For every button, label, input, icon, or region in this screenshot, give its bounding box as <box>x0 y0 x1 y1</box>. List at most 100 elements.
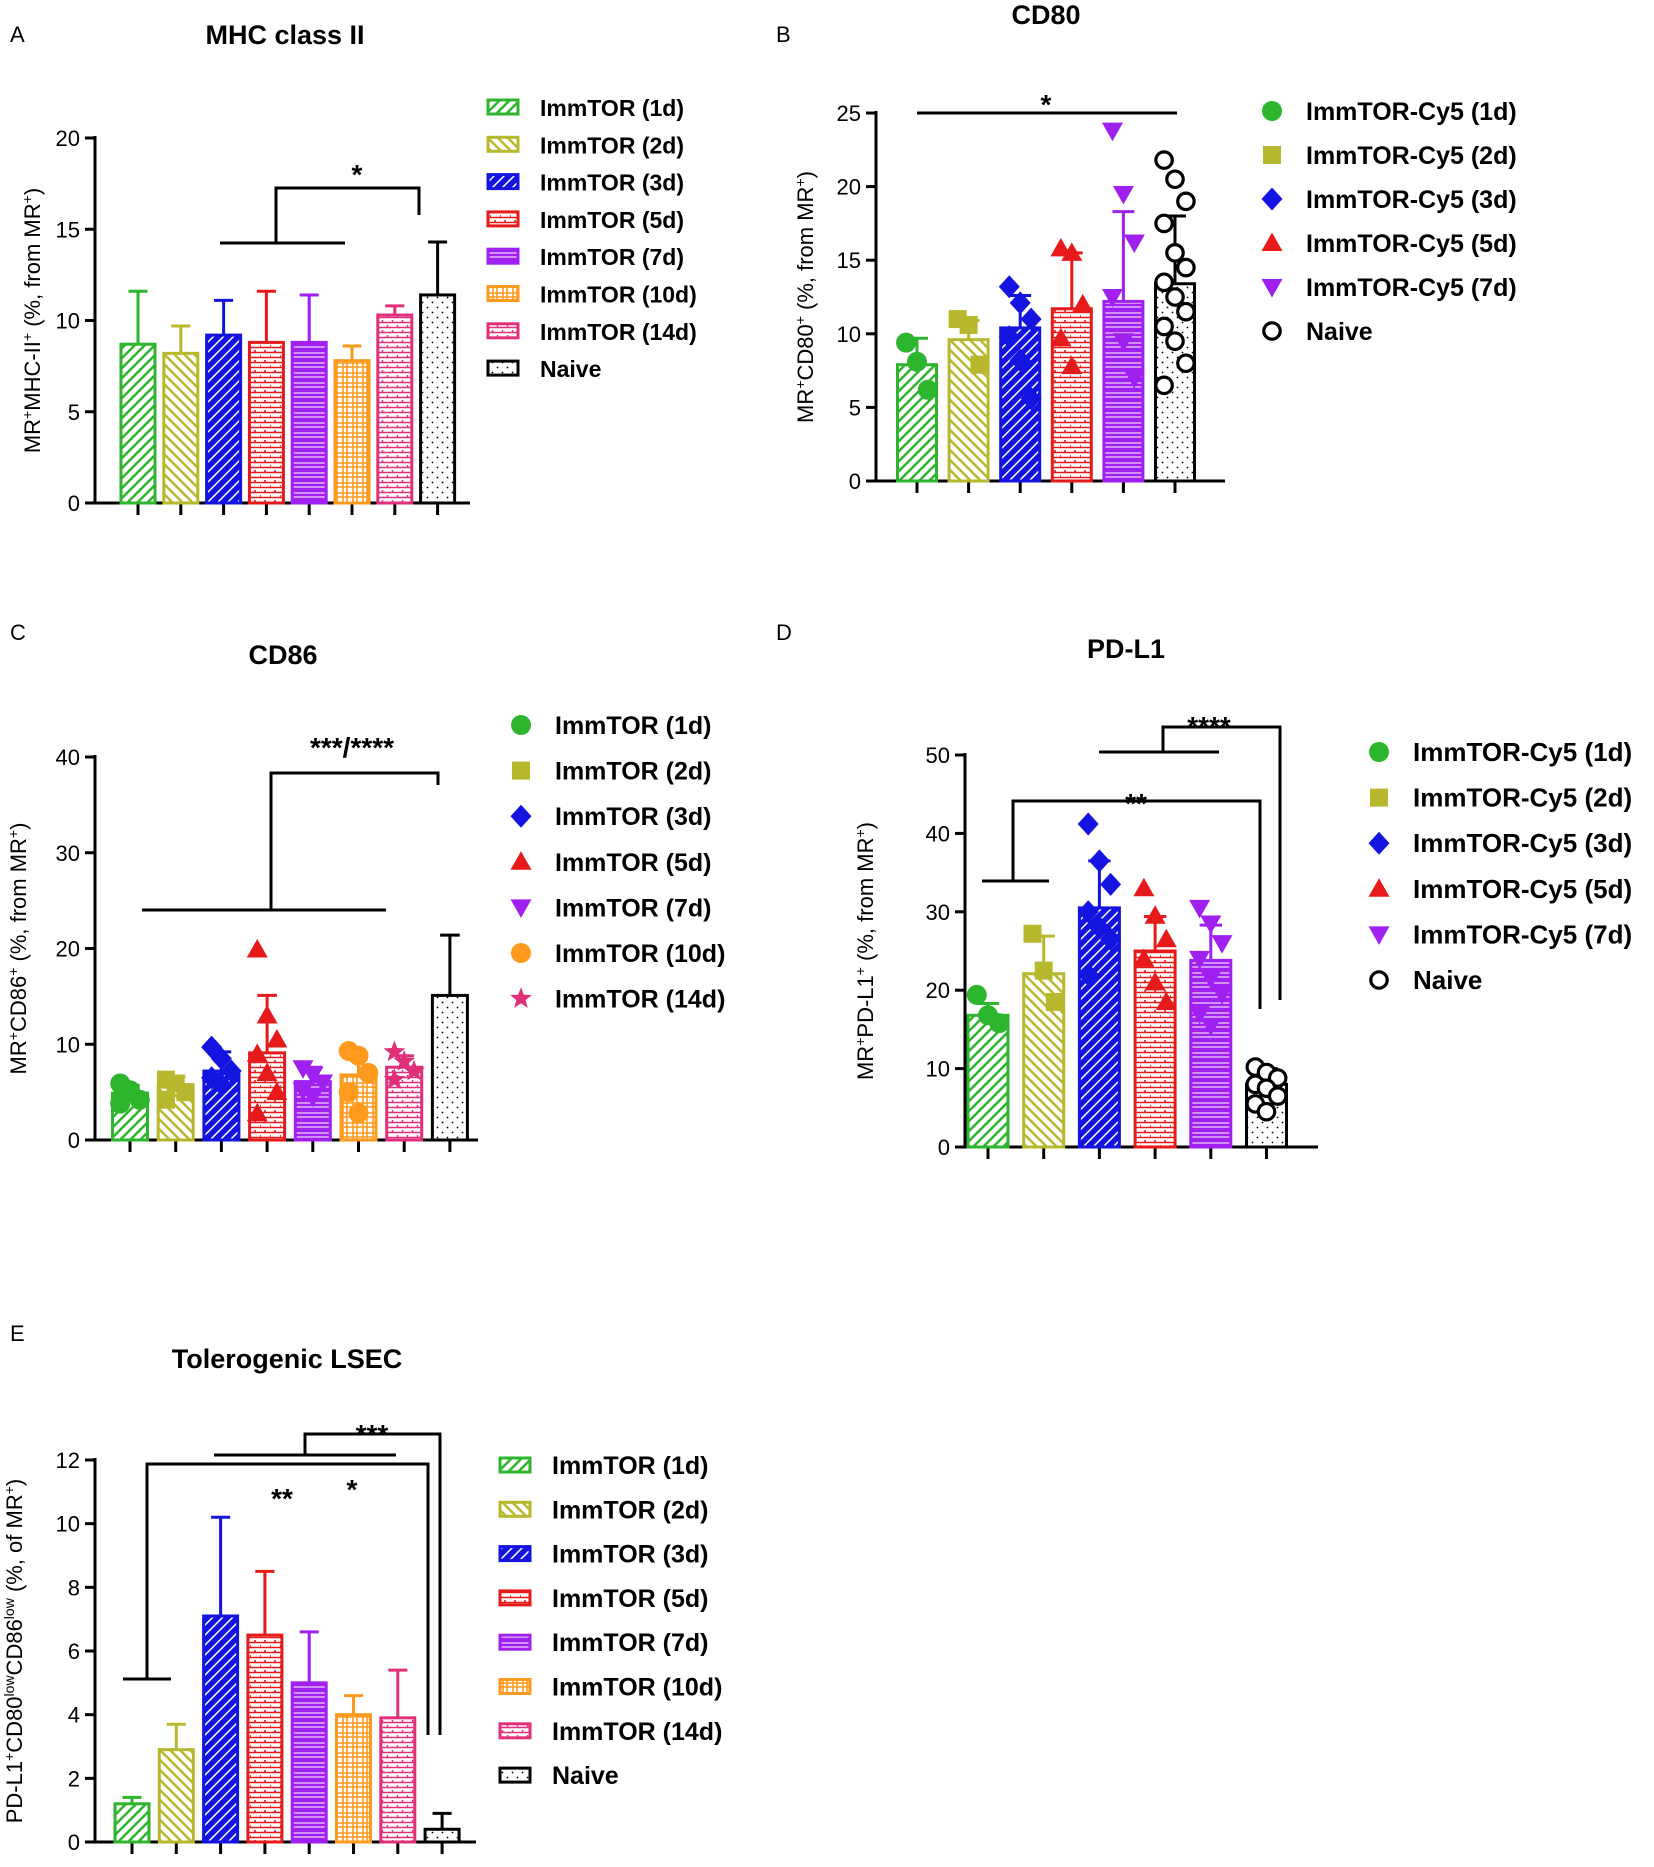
bar-2d <box>162 324 200 505</box>
y-tick-label: 0 <box>68 491 80 516</box>
legend-marker <box>511 715 531 735</box>
legend-item: ImmTOR (7d) <box>486 244 684 270</box>
legend: ImmTOR (1d) ImmTOR (2d) ImmTOR (3d) ImmTOR … <box>498 1452 722 1790</box>
legend-marker <box>510 851 532 870</box>
legend-label: ImmTOR (10d) <box>552 1674 722 1702</box>
bar-naive <box>1245 1057 1288 1149</box>
data-point <box>1211 986 1233 1005</box>
data-point <box>1200 1017 1222 1036</box>
legend-item: ImmTOR (14d) <box>498 1718 722 1746</box>
significance-label: ** <box>1125 788 1147 819</box>
legend-marker <box>1368 831 1390 855</box>
data-point <box>156 1090 175 1109</box>
legend-swatch <box>498 1500 532 1518</box>
data-point <box>1154 272 1174 293</box>
y-tick-label: 25 <box>837 101 861 126</box>
y-label-part: ) <box>2 1479 27 1486</box>
bar-14d <box>383 1040 425 1142</box>
significance <box>142 771 440 912</box>
bar <box>113 1802 151 1844</box>
y-label-part: low <box>1 1597 17 1619</box>
data-point <box>312 1074 334 1094</box>
chart-title: MHC class II <box>205 20 364 50</box>
data-point <box>1061 355 1083 375</box>
significance <box>220 186 421 245</box>
legend-marker <box>1370 788 1388 807</box>
legend-label: ImmTOR-Cy5 (2d) <box>1413 783 1632 813</box>
legend-label: ImmTOR (1d) <box>540 95 684 121</box>
bar <box>333 359 371 505</box>
legend-item: ImmTOR-Cy5 (5d) <box>1368 874 1632 904</box>
legend-label: ImmTOR (5d) <box>555 849 712 877</box>
y-label-part: ) <box>20 188 45 195</box>
legend-item: ImmTOR (10d) <box>498 1674 722 1702</box>
data-point <box>403 1059 425 1081</box>
axes <box>93 1458 476 1844</box>
bar-naive <box>419 240 457 505</box>
data-point <box>266 1081 288 1101</box>
panel-letter: A <box>10 22 25 47</box>
bar-1d <box>896 332 938 483</box>
data-point <box>959 315 978 334</box>
data-point <box>1176 301 1196 322</box>
y-tick-label: 20 <box>56 937 80 962</box>
data-point <box>1034 961 1053 980</box>
legend-item: ImmTOR-Cy5 (3d) <box>1368 828 1632 858</box>
y-tick-label: 0 <box>68 1128 80 1153</box>
legend-label: ImmTOR (2d) <box>540 132 684 158</box>
legend-item: ImmTOR (2d) <box>498 1496 709 1524</box>
y-label-part: (%, of MR <box>2 1494 27 1598</box>
y-label-part: MR <box>20 419 45 453</box>
bar-10d <box>338 1040 379 1142</box>
bar-10d <box>335 1694 372 1844</box>
data-point <box>1189 950 1211 970</box>
data-point <box>1020 387 1042 411</box>
data-point <box>210 1047 232 1071</box>
legend-swatch <box>486 285 520 302</box>
legend-marker <box>1368 926 1390 945</box>
data-point <box>1256 1101 1277 1122</box>
legend-swatch <box>486 173 520 191</box>
legend-label: ImmTOR (14d) <box>555 986 725 1014</box>
y-tick-label: 12 <box>56 1448 80 1473</box>
bar-1d <box>966 984 1010 1149</box>
data-point <box>348 1103 369 1124</box>
y-tick-label: 0 <box>849 469 861 494</box>
y-label-part: + <box>19 333 35 341</box>
legend-label: ImmTOR-Cy5 (2d) <box>1306 142 1517 170</box>
y-label-part: + <box>19 195 35 203</box>
bar-7d <box>1101 122 1145 483</box>
data-point <box>1133 877 1155 897</box>
legend-item: ImmTOR (5d) <box>486 207 684 233</box>
legend-label: ImmTOR-Cy5 (7d) <box>1413 919 1632 949</box>
y-tick-label: 4 <box>68 1703 80 1728</box>
legend-item: Naive <box>1369 965 1482 995</box>
data-point <box>292 1082 314 1101</box>
data-point <box>1154 375 1174 396</box>
y-tick-label: 30 <box>926 900 950 925</box>
y-label-part: MR <box>853 1046 878 1080</box>
data-point <box>1155 928 1177 948</box>
bar <box>379 1716 417 1844</box>
data-point <box>1144 905 1166 924</box>
legend-label: ImmTOR (10d) <box>540 282 697 308</box>
bar-5d <box>247 289 285 505</box>
legend-item: ImmTOR (5d) <box>510 849 712 877</box>
y-label-part: low <box>1 1675 17 1697</box>
legend-label: ImmTOR (14d) <box>540 319 697 345</box>
y-axis-label: PD-L1+CD80lowCD86low (%, of MR+) <box>1 1479 27 1824</box>
bar <box>423 1827 461 1844</box>
data-point <box>176 1083 195 1102</box>
bar-10d <box>333 344 371 505</box>
data-point <box>1165 287 1185 307</box>
legend-marker <box>510 987 532 1008</box>
y-tick-label: 5 <box>849 395 861 420</box>
y-axis-label: MR+MHC-II+ (%, from MR+) <box>19 188 45 453</box>
legend-item: ImmTOR (2d) <box>512 758 712 786</box>
bar-5d <box>1133 877 1177 1149</box>
legend-item: ImmTOR (7d) <box>510 894 712 922</box>
data-point <box>383 1040 406 1062</box>
legend-item: ImmTOR (14d) <box>510 986 725 1014</box>
